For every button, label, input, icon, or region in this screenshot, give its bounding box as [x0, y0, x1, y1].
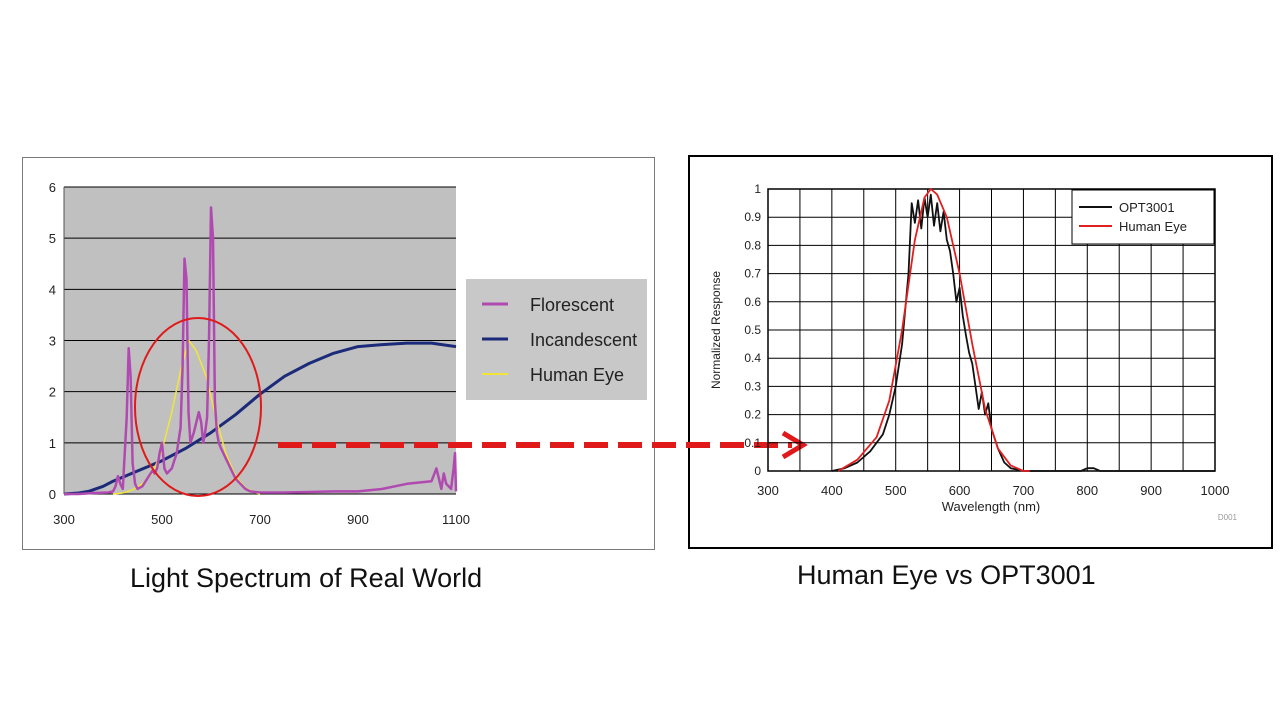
series-line-opt3001	[831, 193, 1215, 472]
left-legend: Florescent Incandescent Human Eye	[466, 279, 647, 400]
highlight-ellipse	[134, 317, 262, 497]
figure-id-label: D001	[1218, 513, 1238, 522]
series-line-incandescent	[63, 341, 457, 496]
legend-label-opt3001: OPT3001	[1119, 200, 1175, 215]
left-x-tick-labels: 300 500 700 900 1100	[53, 512, 470, 527]
right-y-tick-label: 0.1	[744, 436, 761, 450]
right-x-tick-label: 400	[821, 483, 843, 498]
right-x-tick-label: 1000	[1201, 483, 1230, 498]
dashed-arrow	[278, 430, 808, 460]
right-legend: OPT3001 Human Eye	[1071, 189, 1215, 245]
left-caption: Light Spectrum of Real World	[130, 563, 483, 593]
right-x-tick-label: 500	[885, 483, 907, 498]
left-y-tick-labels: 0 1 2 3 4 5 6	[49, 180, 56, 502]
right-x-tick-label: 800	[1076, 483, 1098, 498]
left-chart: 0 1 2 3 4 5 6 300 500 700 900 1100 Florescent Inca…	[49, 180, 647, 527]
left-x-tick-label: 500	[151, 512, 173, 527]
right-y-tick-label: 0	[754, 464, 761, 478]
left-y-tick-label: 5	[49, 231, 56, 246]
right-y-tick-labels: 0 0.1 0.2 0.3 0.4 0.5 0.6 0.7 0.8 0.9 1	[744, 182, 761, 478]
series-line-human-eye	[112, 339, 261, 495]
legend-label-incandescent: Incandescent	[530, 330, 637, 350]
right-x-tick-labels: 300 400 500 600 700 800 900 1000	[757, 483, 1229, 498]
left-y-tick-label: 6	[49, 180, 56, 195]
right-y-tick-label: 0.3	[744, 379, 761, 393]
series-line-florescent	[64, 206, 458, 496]
right-x-tick-label: 700	[1013, 483, 1035, 498]
legend-label-human-eye: Human Eye	[530, 365, 624, 385]
left-x-tick-label: 300	[53, 512, 75, 527]
right-x-tick-label: 300	[757, 483, 779, 498]
right-y-tick-label: 1	[754, 182, 761, 196]
legend-label-florescent: Florescent	[530, 295, 614, 315]
legend-label-human-eye-right: Human Eye	[1119, 219, 1187, 234]
left-y-tick-label: 3	[49, 334, 56, 349]
right-legend-box	[1071, 189, 1215, 245]
right-x-tick-label: 600	[949, 483, 971, 498]
left-x-tick-label: 900	[347, 512, 369, 527]
right-y-tick-label: 0.9	[744, 210, 761, 224]
right-y-tick-label: 0.7	[744, 267, 761, 281]
right-y-tick-label: 0.2	[744, 408, 761, 422]
left-x-tick-label: 1100	[442, 512, 470, 527]
left-series	[63, 206, 458, 496]
right-chart: 0 0.1 0.2 0.3 0.4 0.5 0.6 0.7 0.8 0.9 1 300 400 500 6…	[709, 182, 1238, 522]
left-y-tick-label: 0	[49, 487, 56, 502]
left-y-tick-label: 2	[49, 385, 56, 400]
dashed-arrow-head	[781, 430, 808, 460]
series-line-human-eye-right	[837, 188, 1030, 472]
left-y-tick-label: 4	[49, 282, 56, 297]
right-y-tick-label: 0.5	[744, 323, 761, 337]
right-y-tick-label: 0.8	[744, 238, 761, 252]
right-series	[831, 188, 1215, 472]
right-x-axis-label: Wavelength (nm)	[942, 499, 1041, 514]
right-y-tick-label: 0.4	[744, 351, 761, 365]
right-caption: Human Eye vs OPT3001	[797, 560, 1096, 590]
left-x-tick-label: 700	[249, 512, 271, 527]
right-x-tick-label: 900	[1140, 483, 1162, 498]
left-y-tick-label: 1	[49, 436, 56, 451]
right-y-axis-label: Normalized Response	[709, 271, 723, 389]
right-y-tick-label: 0.6	[744, 295, 761, 309]
